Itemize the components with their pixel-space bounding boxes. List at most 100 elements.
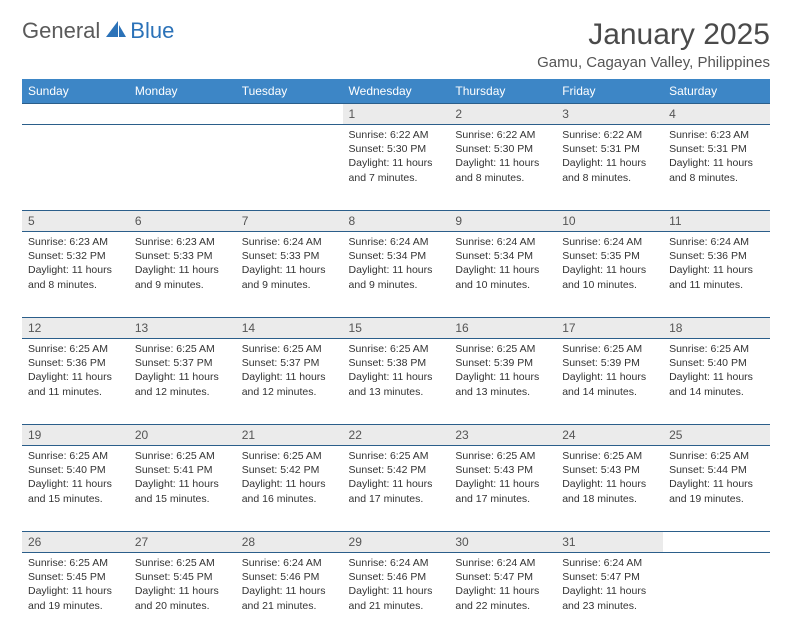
day-detail-text: Sunrise: 6:25 AMSunset: 5:43 PMDaylight:… [449, 446, 556, 512]
day-number: 21 [236, 425, 343, 445]
day-detail-text [22, 125, 129, 134]
day-detail-text: Sunrise: 6:24 AMSunset: 5:35 PMDaylight:… [556, 232, 663, 298]
day-detail-cell [22, 125, 129, 211]
day-number-cell: 18 [663, 318, 770, 339]
day-number: 12 [22, 318, 129, 338]
day-detail-cell: Sunrise: 6:25 AMSunset: 5:40 PMDaylight:… [663, 339, 770, 425]
day-number: 14 [236, 318, 343, 338]
day-detail-text: Sunrise: 6:24 AMSunset: 5:46 PMDaylight:… [343, 553, 450, 619]
day-detail-cell: Sunrise: 6:23 AMSunset: 5:32 PMDaylight:… [22, 232, 129, 318]
day-number-cell: 29 [343, 532, 450, 553]
day-number: 3 [556, 104, 663, 124]
day-detail-cell: Sunrise: 6:25 AMSunset: 5:38 PMDaylight:… [343, 339, 450, 425]
day-number [129, 104, 236, 124]
day-detail-cell: Sunrise: 6:25 AMSunset: 5:39 PMDaylight:… [556, 339, 663, 425]
day-header: Wednesday [343, 79, 450, 104]
day-header-row: SundayMondayTuesdayWednesdayThursdayFrid… [22, 79, 770, 104]
day-number-cell: 15 [343, 318, 450, 339]
day-detail-cell: Sunrise: 6:25 AMSunset: 5:43 PMDaylight:… [449, 446, 556, 532]
day-number: 26 [22, 532, 129, 552]
day-detail-cell: Sunrise: 6:24 AMSunset: 5:33 PMDaylight:… [236, 232, 343, 318]
week-number-row: 19202122232425 [22, 425, 770, 446]
day-number-cell: 17 [556, 318, 663, 339]
day-detail-cell: Sunrise: 6:23 AMSunset: 5:33 PMDaylight:… [129, 232, 236, 318]
day-detail-text: Sunrise: 6:25 AMSunset: 5:45 PMDaylight:… [129, 553, 236, 619]
logo-sail-icon [104, 19, 128, 44]
day-number-cell: 10 [556, 211, 663, 232]
day-detail-text [129, 125, 236, 134]
day-number: 8 [343, 211, 450, 231]
day-detail-cell: Sunrise: 6:24 AMSunset: 5:47 PMDaylight:… [449, 553, 556, 639]
logo-text-blue: Blue [130, 18, 174, 44]
day-detail-text: Sunrise: 6:25 AMSunset: 5:44 PMDaylight:… [663, 446, 770, 512]
day-detail-cell [129, 125, 236, 211]
day-number: 29 [343, 532, 450, 552]
day-detail-cell: Sunrise: 6:25 AMSunset: 5:36 PMDaylight:… [22, 339, 129, 425]
day-detail-text: Sunrise: 6:24 AMSunset: 5:33 PMDaylight:… [236, 232, 343, 298]
day-detail-cell: Sunrise: 6:24 AMSunset: 5:46 PMDaylight:… [236, 553, 343, 639]
day-detail-text: Sunrise: 6:23 AMSunset: 5:33 PMDaylight:… [129, 232, 236, 298]
day-number: 6 [129, 211, 236, 231]
day-detail-text: Sunrise: 6:25 AMSunset: 5:39 PMDaylight:… [449, 339, 556, 405]
day-detail-text: Sunrise: 6:25 AMSunset: 5:43 PMDaylight:… [556, 446, 663, 512]
day-number-cell: 4 [663, 104, 770, 125]
day-number-cell: 8 [343, 211, 450, 232]
day-detail-text: Sunrise: 6:24 AMSunset: 5:36 PMDaylight:… [663, 232, 770, 298]
day-detail-cell: Sunrise: 6:25 AMSunset: 5:39 PMDaylight:… [449, 339, 556, 425]
day-detail-text: Sunrise: 6:25 AMSunset: 5:42 PMDaylight:… [236, 446, 343, 512]
day-detail-cell [236, 125, 343, 211]
week-detail-row: Sunrise: 6:23 AMSunset: 5:32 PMDaylight:… [22, 232, 770, 318]
day-detail-cell: Sunrise: 6:25 AMSunset: 5:42 PMDaylight:… [236, 446, 343, 532]
day-detail-text [236, 125, 343, 134]
header: General Blue January 2025 Gamu, Cagayan … [22, 18, 770, 71]
day-number: 4 [663, 104, 770, 124]
day-detail-text: Sunrise: 6:23 AMSunset: 5:32 PMDaylight:… [22, 232, 129, 298]
day-number: 23 [449, 425, 556, 445]
week-number-row: 12131415161718 [22, 318, 770, 339]
day-number-cell: 3 [556, 104, 663, 125]
day-number: 13 [129, 318, 236, 338]
day-header: Saturday [663, 79, 770, 104]
day-detail-text: Sunrise: 6:25 AMSunset: 5:38 PMDaylight:… [343, 339, 450, 405]
day-detail-cell: Sunrise: 6:25 AMSunset: 5:44 PMDaylight:… [663, 446, 770, 532]
day-detail-cell: Sunrise: 6:25 AMSunset: 5:40 PMDaylight:… [22, 446, 129, 532]
day-detail-text: Sunrise: 6:25 AMSunset: 5:40 PMDaylight:… [663, 339, 770, 405]
day-detail-cell: Sunrise: 6:23 AMSunset: 5:31 PMDaylight:… [663, 125, 770, 211]
location: Gamu, Cagayan Valley, Philippines [537, 54, 770, 71]
day-detail-cell: Sunrise: 6:22 AMSunset: 5:30 PMDaylight:… [343, 125, 450, 211]
day-detail-text: Sunrise: 6:24 AMSunset: 5:34 PMDaylight:… [343, 232, 450, 298]
week-number-row: 567891011 [22, 211, 770, 232]
week-detail-row: Sunrise: 6:25 AMSunset: 5:45 PMDaylight:… [22, 553, 770, 639]
day-detail-cell: Sunrise: 6:22 AMSunset: 5:30 PMDaylight:… [449, 125, 556, 211]
day-number: 7 [236, 211, 343, 231]
day-detail-cell: Sunrise: 6:25 AMSunset: 5:37 PMDaylight:… [129, 339, 236, 425]
day-number-cell [129, 104, 236, 125]
day-number [236, 104, 343, 124]
day-number [22, 104, 129, 124]
month-title: January 2025 [537, 18, 770, 52]
day-number-cell: 7 [236, 211, 343, 232]
day-detail-cell: Sunrise: 6:24 AMSunset: 5:34 PMDaylight:… [343, 232, 450, 318]
day-number: 1 [343, 104, 450, 124]
day-detail-text: Sunrise: 6:25 AMSunset: 5:41 PMDaylight:… [129, 446, 236, 512]
day-number-cell [236, 104, 343, 125]
day-detail-text: Sunrise: 6:22 AMSunset: 5:31 PMDaylight:… [556, 125, 663, 191]
day-number: 11 [663, 211, 770, 231]
day-number: 2 [449, 104, 556, 124]
day-detail-cell: Sunrise: 6:25 AMSunset: 5:41 PMDaylight:… [129, 446, 236, 532]
day-detail-cell: Sunrise: 6:22 AMSunset: 5:31 PMDaylight:… [556, 125, 663, 211]
day-detail-cell [663, 553, 770, 639]
day-number-cell: 13 [129, 318, 236, 339]
day-detail-text: Sunrise: 6:22 AMSunset: 5:30 PMDaylight:… [343, 125, 450, 191]
day-number-cell: 16 [449, 318, 556, 339]
day-detail-text: Sunrise: 6:25 AMSunset: 5:36 PMDaylight:… [22, 339, 129, 405]
day-number: 31 [556, 532, 663, 552]
day-detail-cell: Sunrise: 6:25 AMSunset: 5:37 PMDaylight:… [236, 339, 343, 425]
day-number [663, 532, 770, 552]
day-number: 16 [449, 318, 556, 338]
week-detail-row: Sunrise: 6:25 AMSunset: 5:40 PMDaylight:… [22, 446, 770, 532]
day-detail-cell: Sunrise: 6:24 AMSunset: 5:36 PMDaylight:… [663, 232, 770, 318]
day-number: 5 [22, 211, 129, 231]
day-number-cell: 2 [449, 104, 556, 125]
day-header: Monday [129, 79, 236, 104]
